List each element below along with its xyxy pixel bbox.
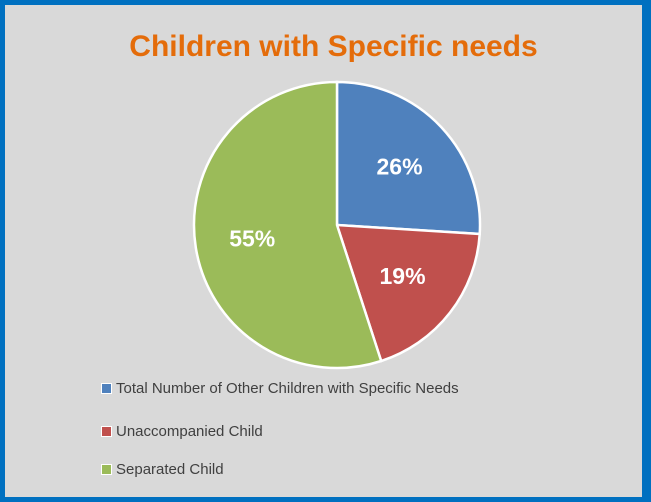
pie-slice-other-children bbox=[335, 80, 482, 236]
data-label-separated: 55% bbox=[229, 225, 275, 251]
chart-title: Children with Specific needs bbox=[129, 30, 538, 63]
data-label-other-children: 26% bbox=[377, 153, 423, 179]
legend-swatch-separated bbox=[101, 464, 112, 475]
legend-swatch-other-children bbox=[101, 383, 112, 394]
legend-item-separated: Separated Child bbox=[101, 461, 224, 478]
legend-label-unaccompanied: Unaccompanied Child bbox=[116, 423, 263, 440]
legend-label-other-children: Total Number of Other Children with Spec… bbox=[116, 380, 459, 397]
pie-slice-unaccompanied bbox=[335, 223, 482, 363]
data-label-unaccompanied: 19% bbox=[380, 263, 426, 289]
legend-item-other-children: Total Number of Other Children with Spec… bbox=[101, 380, 459, 397]
legend-item-unaccompanied: Unaccompanied Child bbox=[101, 423, 263, 440]
legend-swatch-unaccompanied bbox=[101, 426, 112, 437]
pie-slice-separated bbox=[192, 80, 383, 370]
legend-label-separated: Separated Child bbox=[116, 461, 224, 478]
